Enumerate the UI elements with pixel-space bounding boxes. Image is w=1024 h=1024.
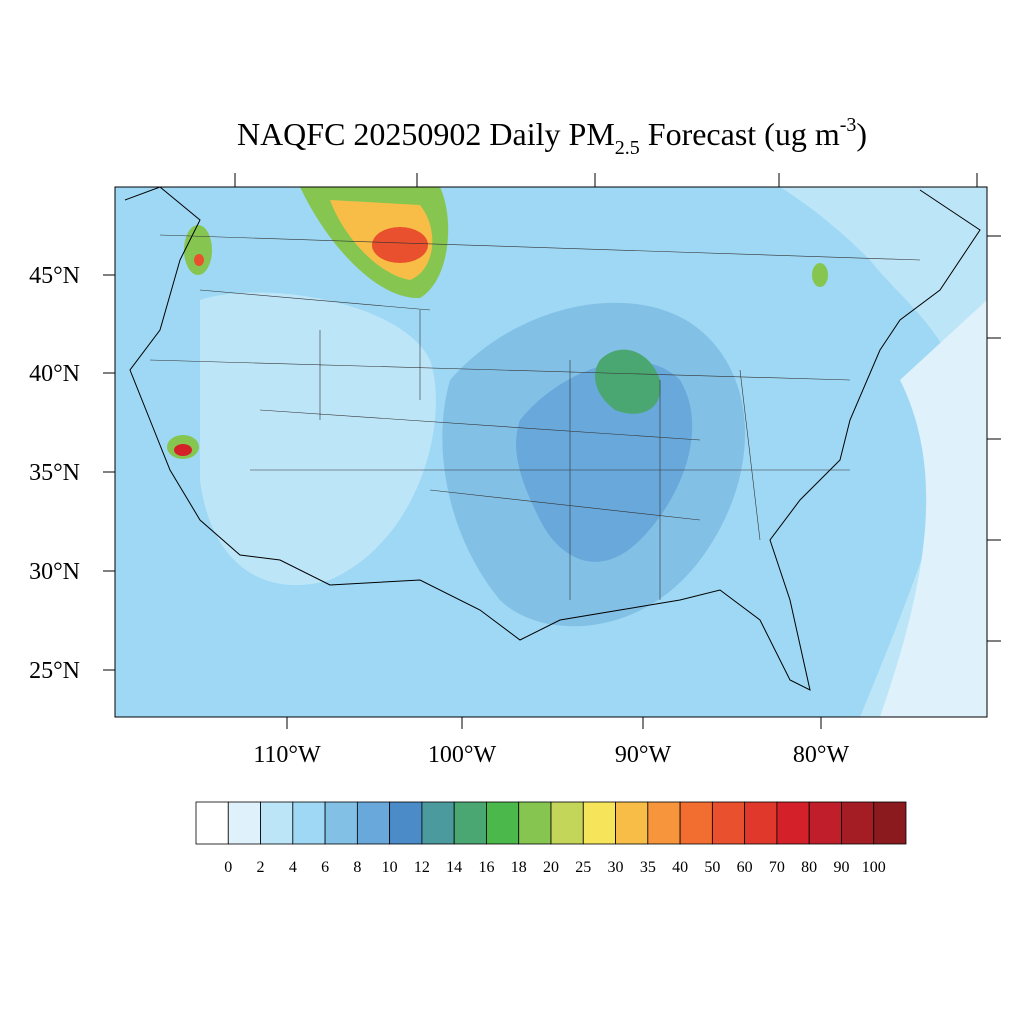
colorbar-label: 18	[511, 859, 527, 876]
colorbar-box	[486, 801, 520, 845]
colorbar-label: 10	[382, 859, 398, 876]
title-superscript: -3	[840, 114, 857, 136]
colorbar-label: 12	[414, 859, 430, 876]
colorbar-box	[841, 801, 875, 845]
lat-label: 25°N	[29, 658, 80, 684]
lat-label: 35°N	[29, 460, 80, 486]
colorbar-label: 8	[353, 859, 361, 876]
colorbar-label: 90	[833, 859, 849, 876]
colorbar-box	[292, 801, 326, 845]
state-boundaries	[149, 234, 921, 600]
california-fire-core	[174, 444, 192, 456]
lat-label: 45°N	[29, 263, 80, 289]
colorbar-box	[260, 801, 294, 845]
colorbar-label: 70	[769, 859, 785, 876]
colorbar-box	[195, 801, 229, 845]
ocean-clean	[880, 300, 987, 717]
colorbar-label: 6	[321, 859, 329, 876]
colorbar-label: 35	[640, 859, 656, 876]
midwest-high	[516, 361, 693, 562]
colorbar-label: 20	[543, 859, 559, 876]
washington-fire-core	[194, 254, 204, 266]
lon-label: 100°W	[428, 742, 497, 768]
lat-label: 30°N	[29, 559, 80, 585]
colorbar-box	[421, 801, 455, 845]
colorbar-label: 80	[801, 859, 817, 876]
quebec-plume	[812, 263, 828, 287]
colorbar-box	[647, 801, 681, 845]
map	[103, 173, 1001, 729]
colorbar-box	[389, 801, 423, 845]
west-low	[200, 292, 436, 586]
colorbar-box	[744, 801, 778, 845]
lon-label: 90°W	[615, 742, 672, 768]
colorbar-label: 30	[608, 859, 624, 876]
colorbar-label: 40	[672, 859, 688, 876]
title-end: )	[856, 116, 867, 152]
colorbar-box	[679, 801, 713, 845]
colorbar-box	[518, 801, 552, 845]
colorbar-box	[873, 801, 907, 845]
lon-label: 80°W	[793, 742, 850, 768]
title-main: NAQFC 20250902 Daily PM	[237, 116, 615, 152]
colorbar-box	[227, 801, 261, 845]
illinois-green	[595, 349, 661, 414]
colorbar-label: 16	[478, 859, 494, 876]
map-frame	[114, 186, 988, 718]
colorbar-box	[711, 801, 746, 845]
coastline	[124, 187, 981, 691]
lon-label: 110°W	[253, 742, 321, 768]
colorbar-label: 0	[224, 859, 232, 876]
title-rest: Forecast (ug m	[640, 116, 840, 152]
colorbar-label: 100	[862, 859, 886, 876]
washington-fire	[184, 225, 212, 275]
colorbar-label: 4	[289, 859, 297, 876]
colorbar-label: 60	[737, 859, 753, 876]
title-subscript: 2.5	[615, 137, 640, 159]
colorbar-box	[582, 801, 616, 845]
colorbar-box	[615, 801, 649, 845]
colorbar: 0 2 4 6 8 10 12 14 16 18 20 25 30 35 40 50 60 70 80 90 100	[195, 801, 907, 876]
smoke-plume-core	[372, 227, 428, 263]
colorbar-label: 14	[446, 859, 462, 876]
lat-label: 40°N	[29, 361, 80, 387]
colorbar-box	[550, 801, 584, 845]
colorbar-box	[356, 801, 391, 845]
axis-ticks	[103, 173, 1001, 729]
colorbar-box	[776, 801, 810, 845]
colorbar-box	[808, 801, 842, 845]
title: NAQFC 20250902 Daily PM2.5 Forecast (ug …	[237, 114, 867, 159]
colorbar-label: 50	[704, 859, 720, 876]
colorbar-box	[324, 801, 358, 845]
colorbar-label: 25	[575, 859, 591, 876]
colorbar-label: 2	[257, 859, 265, 876]
colorbar-box	[453, 801, 487, 845]
axis-labels: 45°N 40°N 35°N 30°N 25°N 110°W 100°W 90°W 80°W	[29, 263, 849, 768]
